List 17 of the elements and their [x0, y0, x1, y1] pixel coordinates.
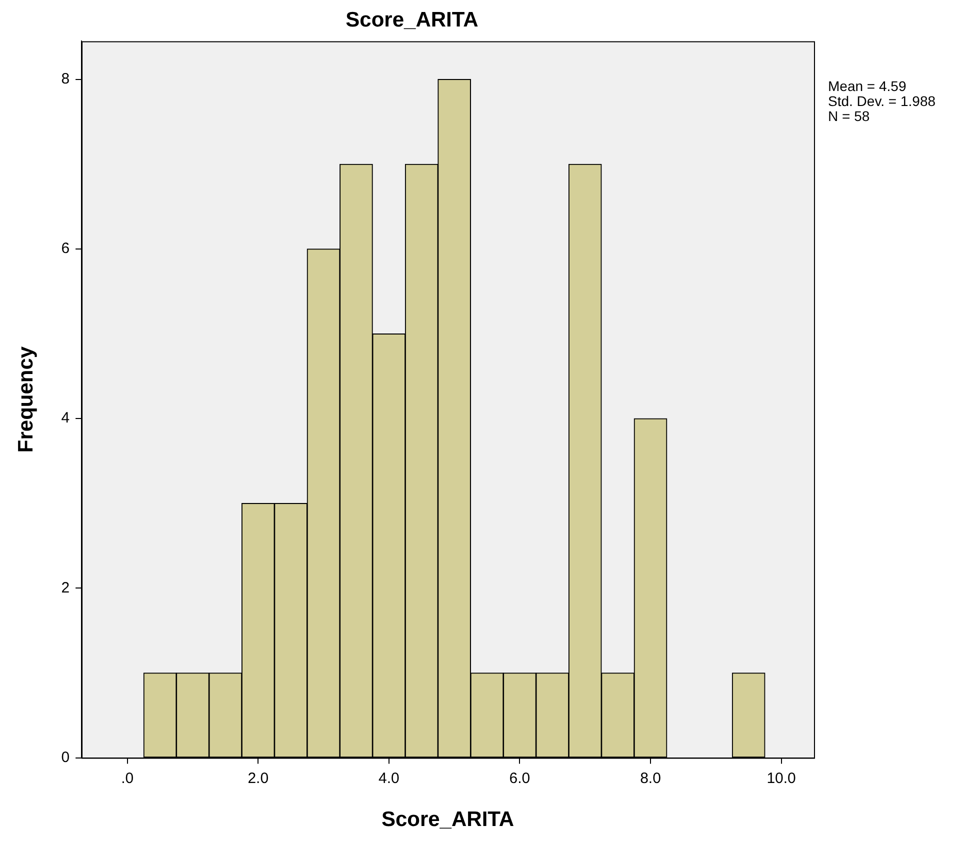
x-tick-label: 2.0 — [248, 770, 269, 787]
y-tick-label: 0 — [61, 748, 70, 766]
chart-title: Score_ARITA — [346, 8, 478, 32]
y-tick-label: 4 — [61, 410, 70, 427]
x-tick-label: .0 — [121, 770, 134, 787]
y-tick-label: 2 — [61, 579, 70, 596]
text: N = 58 — [828, 108, 870, 124]
y-tick-label: 8 — [61, 70, 70, 88]
x-tick-label: 6.0 — [509, 770, 530, 787]
text: Mean = 4.59 — [828, 78, 906, 94]
y-axis-title: Frequency — [14, 346, 38, 453]
x-tick-label: 8.0 — [640, 770, 661, 787]
text: Std. Dev. = 1.988 — [828, 93, 936, 110]
x-axis-title: Score_ARITA — [381, 808, 514, 832]
x-tick-label: 4.0 — [378, 770, 400, 787]
x-tick-label: 10.0 — [766, 770, 796, 787]
y-tick-label: 6 — [61, 240, 70, 258]
